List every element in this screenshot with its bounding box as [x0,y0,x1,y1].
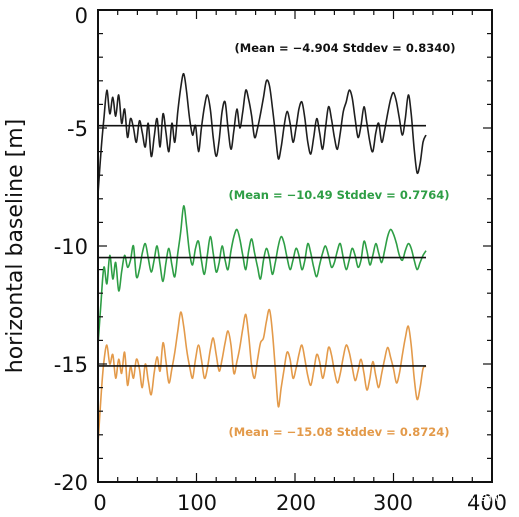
x-tick-label: 100 [177,491,217,515]
x-tick-label: 0 [93,491,106,515]
watermark-text: 大家电视 [452,488,500,503]
x-tick-label: 300 [373,491,413,515]
axis-ticks [97,9,493,483]
series-line-3 [97,308,427,445]
annotation-series-2: (Mean = −10.49 Stddev = 0.7764) [229,188,450,202]
annotation-series-1: (Mean = −4.904 Stddev = 0.8340) [235,41,456,55]
series-line-2 [97,205,427,346]
annotation-series-3: (Mean = −15.08 Stddev = 0.8724) [229,425,450,439]
y-tick-label: -15 [54,353,88,377]
y-tick-label: 0 [75,4,88,28]
x-tick-label: 200 [276,491,316,515]
mean-lines [98,124,427,367]
y-tick-label: -10 [54,235,88,259]
series-line-1 [97,72,427,195]
y-tick-label: -20 [54,471,88,495]
y-tick-label: -5 [67,117,88,141]
x-tick-label: 400 [467,491,507,515]
y-axis-title: horizontal baseline [m] [3,119,28,373]
series-layer [97,72,427,445]
